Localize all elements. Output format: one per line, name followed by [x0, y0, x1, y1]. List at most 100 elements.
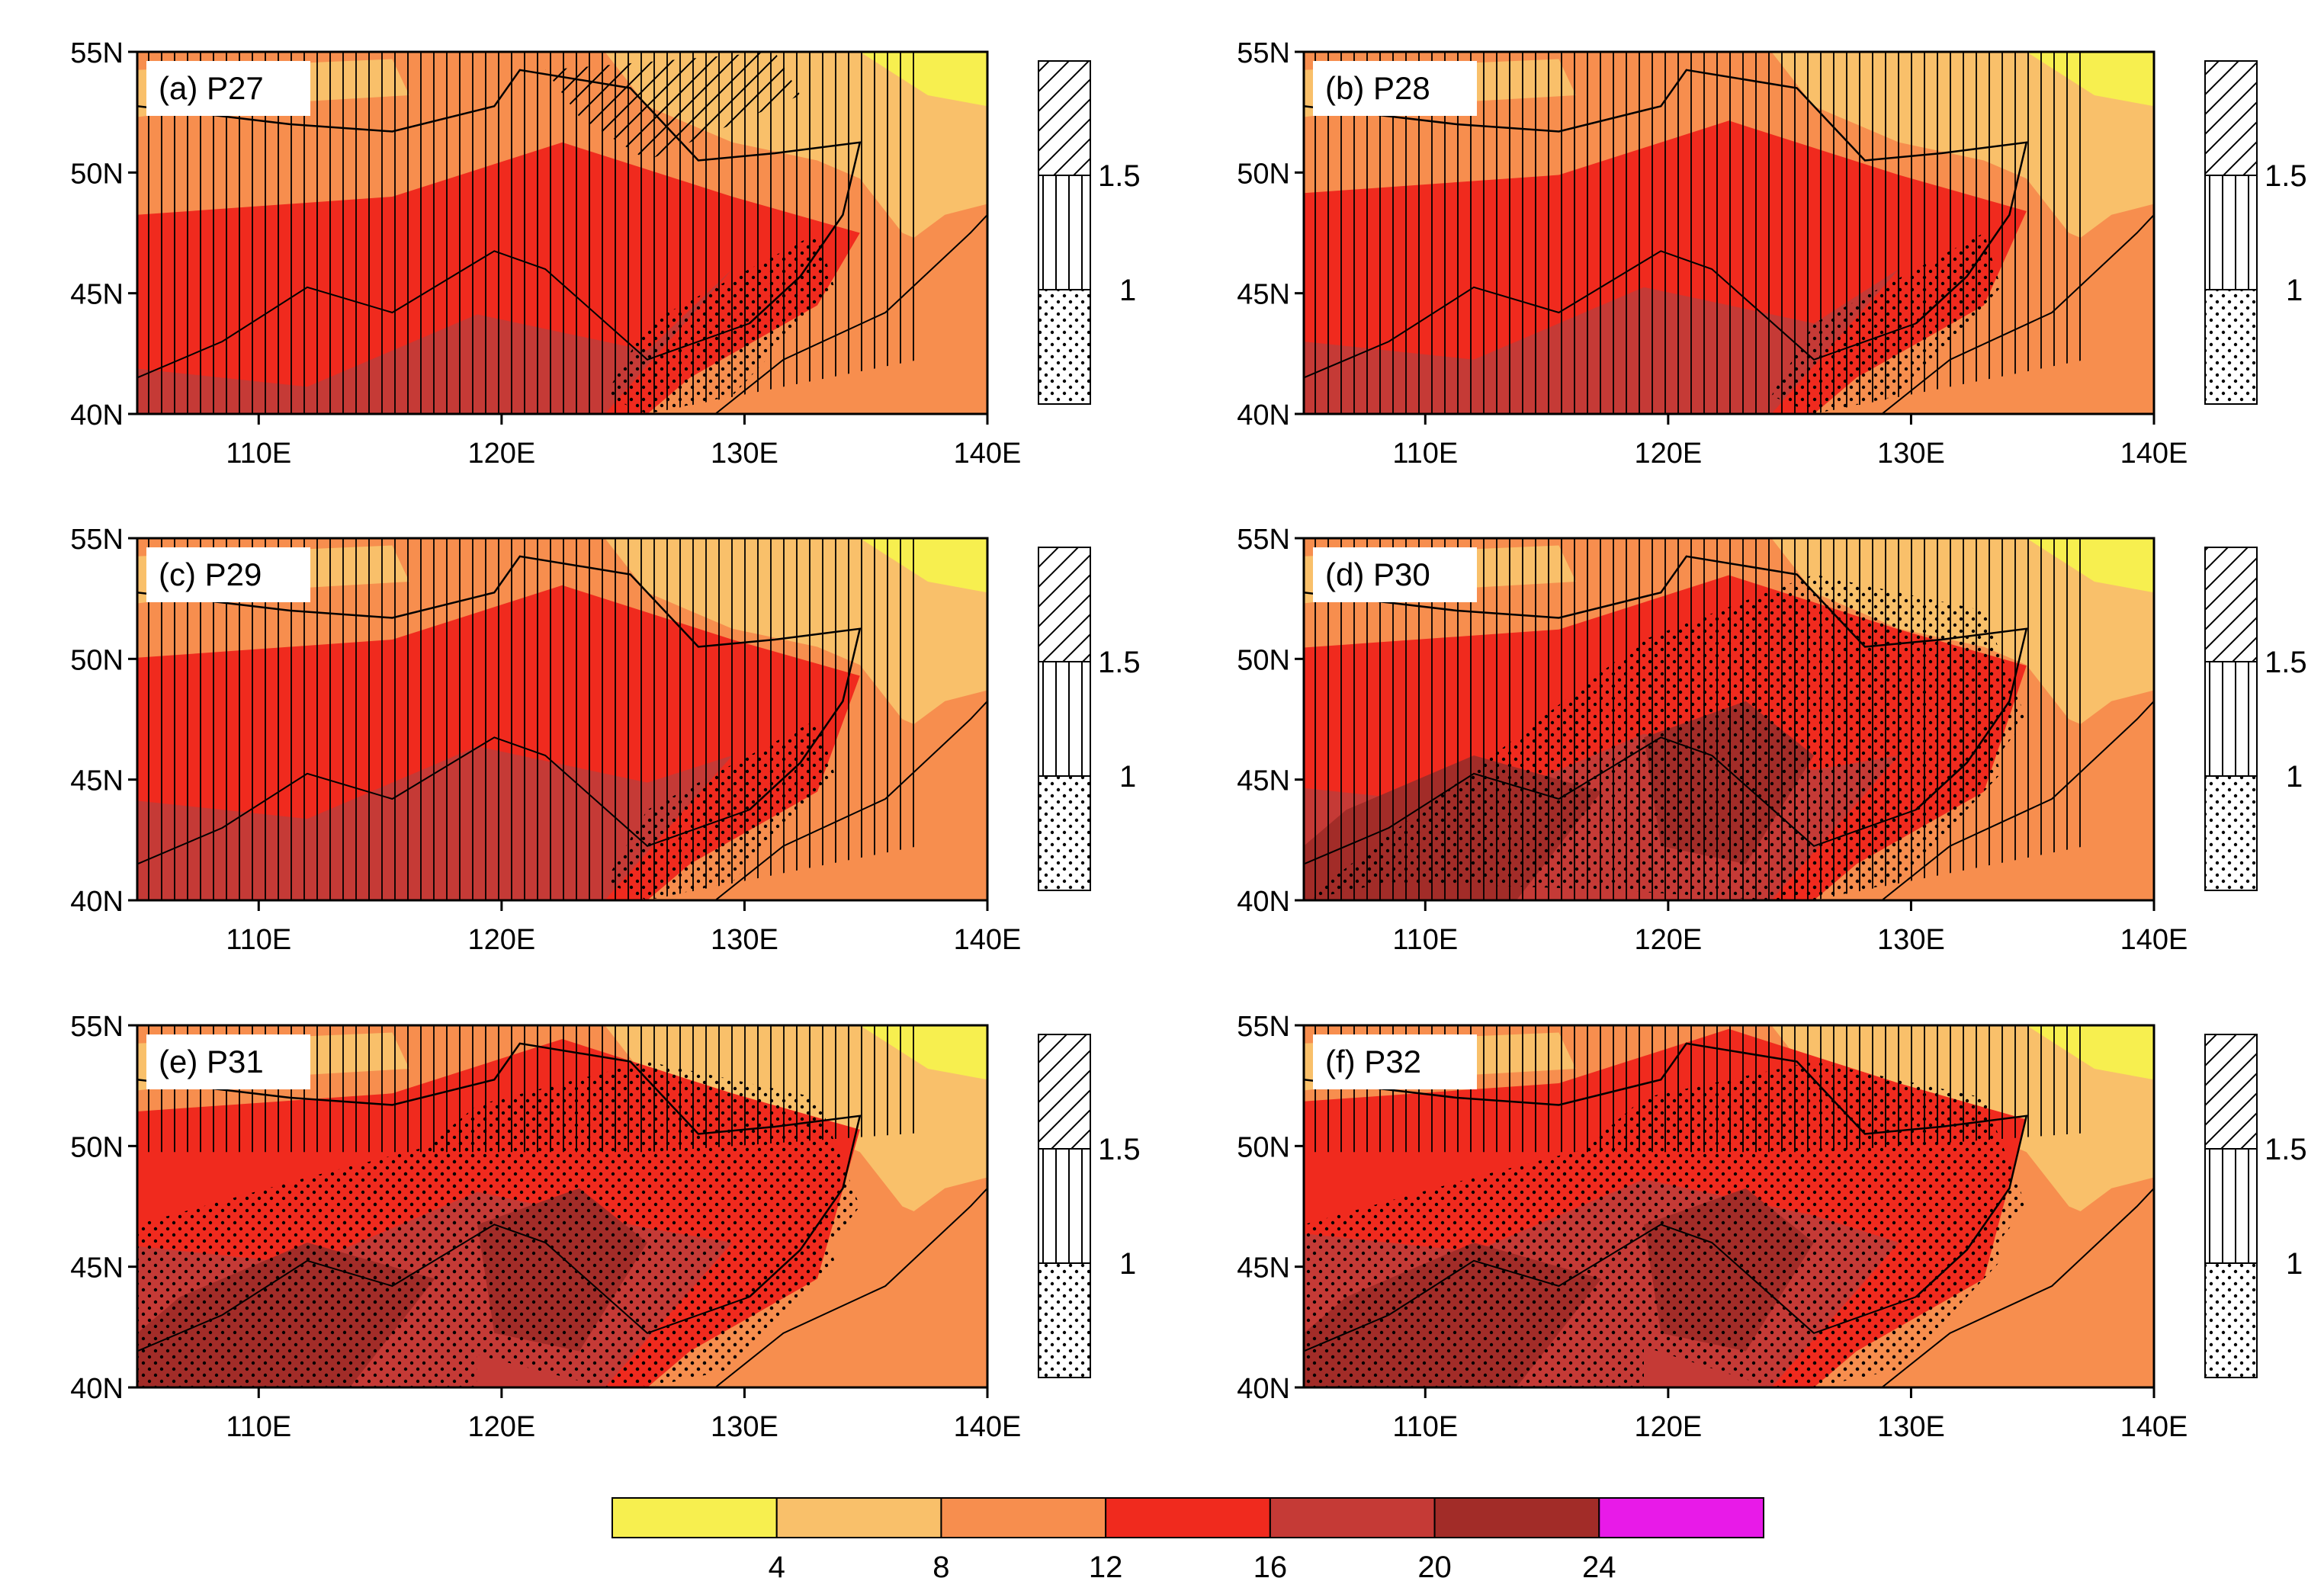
- stipple-field: [1304, 574, 2027, 900]
- legend-label-1-5: 1.5: [2265, 1133, 2307, 1166]
- coast-line: [714, 1188, 987, 1387]
- legend-label-1-5: 1.5: [1098, 1133, 1141, 1166]
- border-line: [1304, 69, 2028, 325]
- legend-label-1-5: 1.5: [1098, 159, 1141, 193]
- map-field-f: [1304, 1025, 2154, 1387]
- legend-swatch-dots: [2204, 1262, 2258, 1378]
- legend-label-1: 1: [2286, 274, 2303, 307]
- lon-label: 130E: [1877, 438, 1945, 470]
- legend-swatch-vertical: [2204, 175, 2258, 290]
- legend-swatch-dots: [1038, 775, 1091, 891]
- colorbar-swatch-4: [1269, 1497, 1436, 1538]
- lon-label: 120E: [1634, 438, 1702, 470]
- lon-label: 110E: [226, 924, 291, 956]
- map-field-a: [137, 52, 987, 414]
- panel-title-box: [1313, 1034, 1477, 1089]
- lat-label: 40N: [1237, 1373, 1290, 1405]
- province-line: [137, 736, 750, 865]
- map-panel-a: 55N 50N 45N 40N 110E 120E 130E 140E (a) P27 1.5 1: [70, 37, 1140, 470]
- lon-label: 130E: [711, 924, 778, 956]
- border-line: [137, 69, 862, 325]
- panel-title-box: [1313, 61, 1477, 116]
- lon-label: 140E: [954, 438, 1022, 470]
- lat-label: 45N: [70, 279, 124, 311]
- province-line: [1304, 736, 1917, 865]
- lat-label: 45N: [1237, 765, 1290, 797]
- map-frame-d: [1302, 537, 2155, 902]
- colorbar-label: 8: [932, 1551, 949, 1584]
- legend-swatch-dots: [1038, 289, 1091, 405]
- coast-line: [1881, 1188, 2154, 1387]
- colorbar-swatch-3: [1105, 1497, 1271, 1538]
- stipple-coast: [605, 233, 835, 414]
- colorbar-swatch-6: [1598, 1497, 1764, 1538]
- colorbar-swatch-5: [1433, 1497, 1600, 1538]
- legend-label-1: 1: [1119, 1247, 1136, 1281]
- legend-swatch-dots: [2204, 289, 2258, 405]
- panel-title: (f) P32: [1325, 1044, 1421, 1079]
- panel-title: (b) P28: [1325, 70, 1430, 106]
- lat-label: 40N: [70, 399, 124, 431]
- legend-label-1: 1: [2286, 1247, 2303, 1281]
- province-line: [137, 1224, 750, 1352]
- legend-swatch-dots: [1038, 1262, 1091, 1378]
- lat-label: 45N: [70, 765, 124, 797]
- lat-label: 40N: [1237, 399, 1290, 431]
- panel-title-box: [146, 61, 310, 116]
- map-panel-c: 55N 50N 45N 40N 110E 120E 130E 140E (c) P29 1.5 1: [70, 524, 1140, 956]
- panel-title: (a) P27: [159, 70, 264, 106]
- border-line: [137, 1042, 862, 1298]
- panel-title: (c) P29: [159, 556, 262, 592]
- lon-label: 120E: [467, 1411, 535, 1443]
- lat-label: 40N: [1237, 886, 1290, 918]
- legend-swatch-vertical: [1038, 661, 1091, 777]
- panel-title: (d) P30: [1325, 556, 1430, 592]
- legend-label-1-5: 1.5: [2265, 646, 2307, 679]
- legend-swatch-diagonal: [2204, 60, 2258, 176]
- map-field-e: [137, 1025, 987, 1387]
- map-frame-e: [136, 1024, 989, 1389]
- panel-title-box: [1313, 547, 1477, 602]
- panel-title: (e) P31: [159, 1044, 264, 1079]
- legend-swatch-diagonal: [2204, 547, 2258, 662]
- lat-label: 45N: [70, 1252, 124, 1285]
- map-panel-e: 55N 50N 45N 40N 110E 120E 130E 140E (e) P31 1.5 1: [70, 1011, 1140, 1443]
- lat-label: 45N: [1237, 279, 1290, 311]
- panel-title-box: [146, 1034, 310, 1089]
- lat-label: 40N: [70, 886, 124, 918]
- legend-swatch-vertical: [1038, 1148, 1091, 1264]
- lat-label: 50N: [70, 158, 124, 190]
- colorbar-label: 24: [1582, 1551, 1616, 1584]
- colorbar-swatch-2: [940, 1497, 1107, 1538]
- lon-label: 140E: [954, 924, 1022, 956]
- lat-label: 55N: [70, 524, 124, 556]
- stipple-coast: [605, 719, 835, 900]
- colorbar-swatch-0: [611, 1497, 778, 1538]
- colorbar-label: 12: [1089, 1551, 1123, 1584]
- colorbar: 4 8 12 16 20 24: [611, 1497, 1764, 1584]
- lat-label: 55N: [1237, 524, 1290, 556]
- lon-label: 130E: [1877, 1411, 1945, 1443]
- lat-label: 50N: [70, 644, 124, 676]
- lon-label: 140E: [2120, 438, 2188, 470]
- lon-label: 110E: [1392, 1411, 1458, 1443]
- legend-swatch-diagonal: [1038, 1034, 1091, 1150]
- lat-label: 40N: [70, 1373, 124, 1405]
- panel-title-box: [146, 547, 310, 602]
- coast-line: [1881, 214, 2154, 414]
- lat-label: 50N: [70, 1131, 124, 1163]
- lat-label: 55N: [70, 1011, 124, 1043]
- lon-label: 110E: [1392, 924, 1458, 956]
- band-sea: [715, 1177, 987, 1387]
- colorbar-label: 4: [769, 1551, 785, 1584]
- lat-label: 55N: [1237, 37, 1290, 69]
- lon-label: 120E: [1634, 924, 1702, 956]
- lon-label: 130E: [711, 438, 778, 470]
- coast-line: [714, 701, 987, 900]
- lon-label: 110E: [1392, 438, 1458, 470]
- border-line: [137, 555, 862, 811]
- lat-label: 50N: [1237, 644, 1290, 676]
- lon-label: 140E: [2120, 924, 2188, 956]
- map-panel-d: 55N 50N 45N 40N 110E 120E 130E 140E (d) P30 1.5 1: [1237, 524, 2306, 956]
- lat-label: 55N: [1237, 1011, 1290, 1043]
